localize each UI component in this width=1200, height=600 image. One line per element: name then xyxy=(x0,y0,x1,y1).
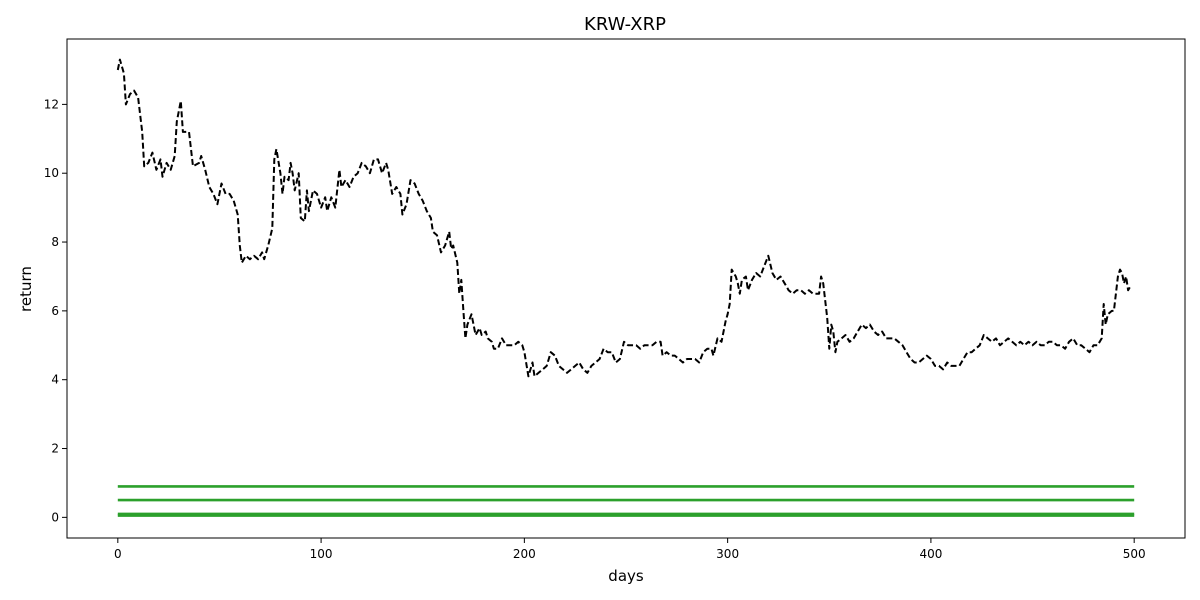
x-tick-label: 200 xyxy=(513,547,536,561)
x-axis: 0 100 200 300 400 500 xyxy=(114,538,1146,561)
plot-area xyxy=(116,58,1135,517)
y-axis-label: return xyxy=(17,266,35,312)
y-tick-label: 8 xyxy=(51,235,59,249)
x-tick-label: 300 xyxy=(716,547,739,561)
axes-frame xyxy=(66,38,1186,539)
y-tick-label: 0 xyxy=(51,510,59,524)
y-axis: 0 2 4 6 8 10 12 xyxy=(44,97,67,524)
x-tick-label: 500 xyxy=(1123,547,1146,561)
y-tick-label: 2 xyxy=(51,442,59,456)
x-tick-label: 400 xyxy=(919,547,942,561)
series-line-price xyxy=(116,58,1133,378)
y-tick-label: 12 xyxy=(44,97,59,111)
chart-title: KRW-XRP xyxy=(584,14,666,35)
y-tick-label: 10 xyxy=(44,166,59,180)
x-tick-label: 0 xyxy=(114,547,122,561)
x-axis-label: days xyxy=(608,567,644,585)
y-tick-label: 4 xyxy=(51,373,59,387)
x-tick-label: 100 xyxy=(310,547,333,561)
y-tick-label: 6 xyxy=(51,304,59,318)
